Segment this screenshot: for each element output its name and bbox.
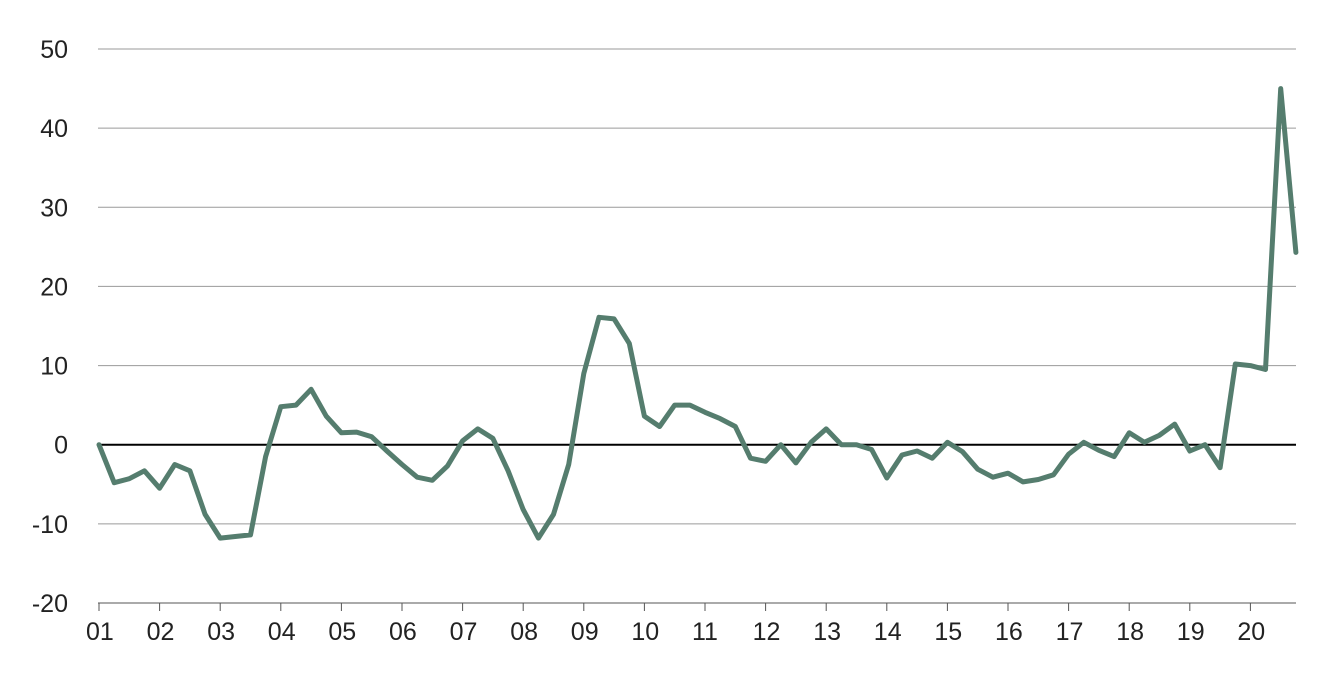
x-tick-label: 08 bbox=[510, 618, 538, 646]
x-axis-tick-labels: 01 02 03 04 05 06 07 08 09 10 11 12 13 14 15 16 17 18 19 20 bbox=[86, 618, 1265, 646]
x-tick-label: 10 bbox=[631, 618, 659, 646]
x-tick-label: 01 bbox=[86, 618, 114, 646]
x-tick-label: 17 bbox=[1056, 618, 1084, 646]
y-tick-label: 40 bbox=[40, 115, 68, 143]
x-tick-label: 02 bbox=[147, 618, 175, 646]
y-tick-label: 30 bbox=[40, 194, 68, 222]
x-tick-label: 04 bbox=[268, 618, 296, 646]
x-axis bbox=[98, 603, 1251, 611]
x-tick-label: 15 bbox=[934, 618, 962, 646]
x-tick-label: 20 bbox=[1237, 618, 1265, 646]
y-tick-label: 10 bbox=[40, 353, 68, 381]
x-tick-label: 07 bbox=[450, 618, 478, 646]
gridlines bbox=[98, 48, 1296, 604]
y-axis-tick-labels: -20 -10 0 10 20 30 40 50 bbox=[32, 36, 68, 618]
x-tick-label: 06 bbox=[389, 618, 417, 646]
x-tick-label: 09 bbox=[571, 618, 599, 646]
x-tick-label: 12 bbox=[753, 618, 781, 646]
x-tick-label: 16 bbox=[995, 618, 1023, 646]
series-line bbox=[96, 86, 1299, 541]
y-tick-label: 50 bbox=[40, 36, 68, 64]
x-tick-label: 18 bbox=[1116, 618, 1144, 646]
x-tick-label: 11 bbox=[692, 618, 718, 646]
x-tick-label: 05 bbox=[328, 618, 356, 646]
x-tick-label: 03 bbox=[207, 618, 235, 646]
y-tick-label: -10 bbox=[32, 511, 68, 539]
x-tick-label: 13 bbox=[813, 618, 841, 646]
series-layer bbox=[96, 86, 1299, 541]
y-tick-label: -20 bbox=[32, 590, 68, 618]
x-tick-label: 19 bbox=[1177, 618, 1205, 646]
y-tick-label: 20 bbox=[40, 273, 68, 301]
x-tick-label: 14 bbox=[874, 618, 902, 646]
y-tick-label: 0 bbox=[54, 432, 68, 460]
